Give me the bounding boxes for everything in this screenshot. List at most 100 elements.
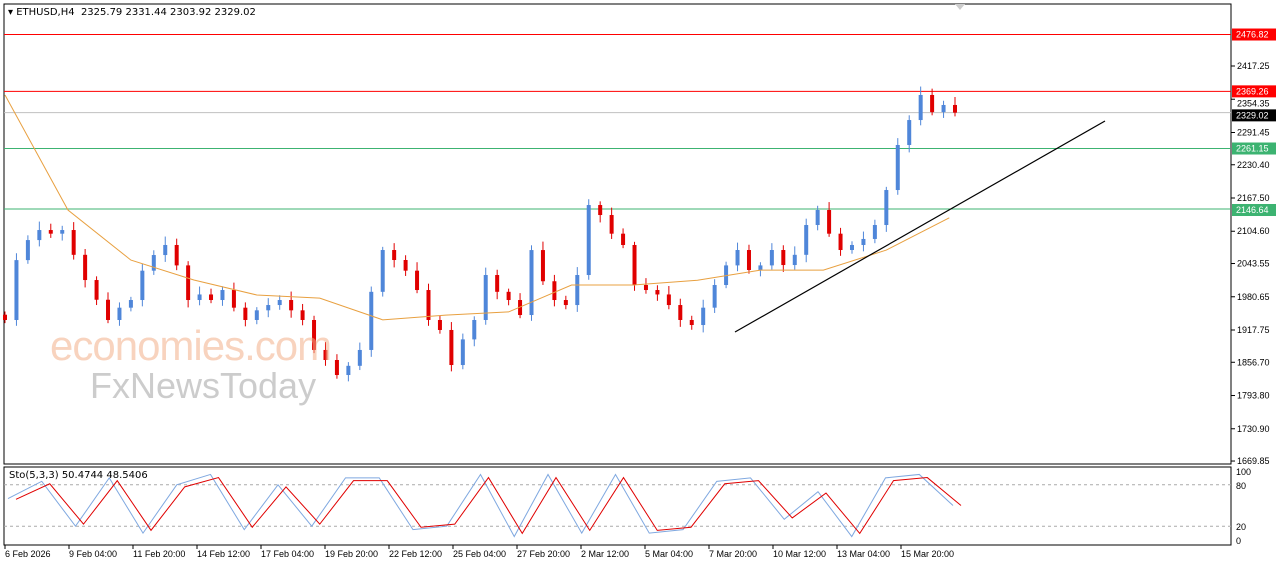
candle-body: [953, 104, 957, 113]
candle-body: [380, 250, 385, 292]
x-tick-label: 5 Mar 04:00: [645, 549, 693, 559]
stochastic-k-line: [7, 473, 954, 538]
candle-body: [60, 230, 65, 234]
candle-body: [449, 329, 454, 366]
candle-body: [781, 250, 786, 266]
level-price-label: 2146.64: [1236, 205, 1269, 215]
x-tick-label: 15 Mar 20:00: [901, 549, 954, 559]
candle-body: [563, 300, 568, 306]
candle-body: [655, 290, 660, 295]
candle-body: [437, 319, 442, 330]
candle-body: [254, 310, 259, 320]
candle-body: [323, 349, 328, 361]
candle-body: [689, 319, 694, 326]
symbol-label: ETHUSD,H4: [16, 7, 75, 18]
candle-body: [678, 305, 683, 320]
candle-body: [460, 339, 465, 366]
watermark-economies: economies.com: [50, 322, 332, 369]
candle-body: [632, 244, 637, 286]
candle-body: [575, 275, 580, 306]
stochastic-level-label: 100: [1236, 467, 1251, 477]
level-price-label: 2261.15: [1236, 144, 1269, 154]
candle-body: [792, 254, 797, 266]
candle-body: [930, 94, 935, 113]
level-badge: [1232, 204, 1276, 217]
candle-body: [266, 305, 271, 311]
ohlc-readout: 2325.79 2331.44 2303.92 2329.02: [80, 7, 256, 18]
trendline: [734, 120, 1106, 333]
x-tick-label: 2 Mar 12:00: [581, 549, 629, 559]
y-tick-label: 2104.60: [1237, 226, 1270, 236]
y-tick-label: 1793.80: [1237, 391, 1270, 401]
candle-body: [174, 244, 179, 266]
candle-body: [895, 144, 900, 191]
candle-body: [25, 240, 30, 261]
x-tick-label: 11 Feb 20:00: [133, 549, 185, 559]
candle-body: [643, 285, 648, 291]
y-tick-label: 1980.65: [1237, 292, 1270, 302]
x-tick-label: 9 Feb 04:00: [69, 549, 117, 559]
y-tick-label: 2291.45: [1237, 127, 1270, 137]
x-tick-label: 14 Feb 12:00: [197, 549, 250, 559]
candle-body: [586, 205, 591, 276]
y-tick-label: 2043.55: [1237, 259, 1270, 269]
main-pane: [3, 3, 1232, 465]
candle-body: [117, 307, 122, 320]
candle-body: [128, 300, 133, 308]
candle-body: [151, 255, 156, 271]
candle-body: [598, 205, 603, 216]
candle-body: [312, 319, 317, 350]
candle-body: [609, 215, 614, 234]
x-tick-label: 19 Feb 20:00: [325, 549, 378, 559]
candle-body: [735, 250, 740, 266]
level-badge: [1232, 85, 1276, 98]
candle-body: [415, 270, 420, 291]
y-tick-label: 1856.70: [1237, 357, 1270, 367]
stochastic-pane: [3, 466, 1232, 546]
x-tick-label: 10 Mar 12:00: [773, 549, 826, 559]
candle-body: [483, 275, 488, 320]
candle-body: [94, 280, 99, 300]
candle-body: [300, 310, 305, 320]
y-tick-label: 2167.50: [1237, 193, 1270, 203]
x-tick-label: 7 Mar 20:00: [709, 549, 757, 559]
candle-body: [403, 260, 408, 271]
candle-body: [758, 265, 763, 270]
y-tick-label: 2417.25: [1237, 61, 1270, 71]
candle-body: [289, 300, 294, 311]
candle-body: [334, 360, 339, 376]
candle-body: [48, 230, 53, 234]
candle-body: [907, 120, 912, 145]
candle-body: [495, 275, 500, 292]
level-price-label: 2369.26: [1236, 87, 1269, 97]
y-tick-label: 1669.85: [1237, 456, 1270, 466]
candle-body: [163, 244, 168, 256]
candle-body: [277, 300, 282, 306]
candle-body: [346, 365, 351, 376]
y-tick-label: 1730.90: [1237, 424, 1270, 434]
x-tick-label: 13 Mar 04:00: [837, 549, 890, 559]
candle-body: [849, 244, 854, 251]
candle-body: [14, 260, 19, 320]
candle-body: [746, 250, 751, 270]
stochastic-level-label: 20: [1236, 522, 1246, 532]
candle-body: [621, 233, 626, 245]
watermark-fxnewstoday: FxNewsToday: [90, 365, 317, 406]
candle-body: [918, 94, 923, 121]
level-price-label: 2476.82: [1236, 30, 1269, 40]
candle-body: [3, 314, 7, 320]
candle-body: [392, 250, 397, 261]
x-tick-label: 25 Feb 04:00: [453, 549, 506, 559]
candle-body: [426, 290, 431, 320]
candle-body: [506, 291, 511, 301]
candle-body: [769, 250, 774, 266]
candle-body: [701, 307, 706, 326]
stochastic-label: Sto(5,3,3) 50.4744 48.5406: [9, 470, 148, 481]
candle-body: [884, 190, 889, 226]
candle-body: [552, 281, 557, 301]
candle-body: [37, 230, 42, 241]
level-price-label: 2329.02: [1236, 111, 1269, 121]
x-tick-label: 17 Feb 04:00: [261, 549, 314, 559]
